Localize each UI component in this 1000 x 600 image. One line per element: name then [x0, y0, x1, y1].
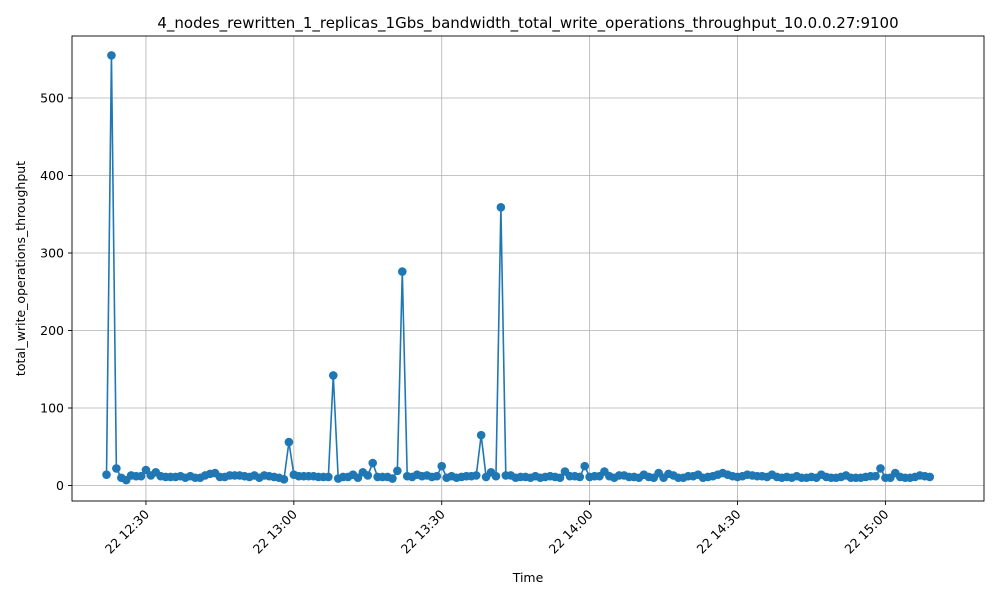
data-point: [471, 471, 481, 480]
data-point: [496, 202, 506, 212]
data-point: [575, 472, 585, 482]
data-point: [324, 472, 333, 482]
x-axis-label: Time: [512, 570, 544, 585]
data-point: [876, 464, 885, 473]
x-tick-label: 22 12:30: [102, 506, 152, 556]
y-tick-label: 0: [56, 478, 64, 493]
data-point: [491, 471, 501, 481]
y-axis-label: total_write_operations_throughput: [13, 161, 28, 376]
data-point: [107, 51, 116, 60]
data-point: [112, 464, 121, 473]
grid: [72, 36, 984, 501]
data-point: [397, 267, 407, 276]
y-tick-label: 500: [40, 91, 64, 106]
data-point: [437, 461, 447, 471]
data-point: [580, 461, 589, 471]
x-tick-label: 22 13:00: [250, 506, 300, 556]
data-point: [136, 471, 146, 481]
y-tick-label: 100: [40, 401, 64, 416]
x-tick-label: 22 15:00: [841, 506, 891, 556]
data-point: [284, 437, 294, 447]
data-point: [328, 371, 338, 380]
y-axis-ticks: 0 100 200 300 400 500: [40, 91, 72, 493]
plot-area-frame: [71, 35, 985, 502]
data-point: [925, 472, 935, 482]
data-point: [102, 470, 111, 479]
x-tick-label: 22 14:30: [693, 506, 743, 556]
data-points: [102, 51, 935, 485]
data-point: [279, 475, 289, 484]
x-tick-label: 22 13:30: [398, 506, 448, 556]
y-tick-label: 400: [40, 168, 64, 183]
x-tick-label: 22 14:00: [546, 506, 596, 556]
data-point: [388, 474, 397, 483]
data-point: [393, 466, 402, 476]
data-point: [871, 471, 880, 481]
y-tick-label: 200: [40, 323, 64, 338]
data-point: [368, 458, 378, 468]
data-point: [476, 430, 486, 440]
data-point: [432, 471, 442, 481]
chart-title: 4_nodes_rewritten_1_replicas_1Gbs_bandwi…: [157, 14, 898, 33]
data-point: [555, 473, 565, 483]
data-point: [363, 471, 373, 480]
series-line: [105, 54, 930, 481]
x-axis-ticks: 22 12:30 22 13:00 22 13:30 22 14:00 22 14:30…: [102, 501, 892, 557]
y-tick-label: 300: [40, 246, 64, 261]
